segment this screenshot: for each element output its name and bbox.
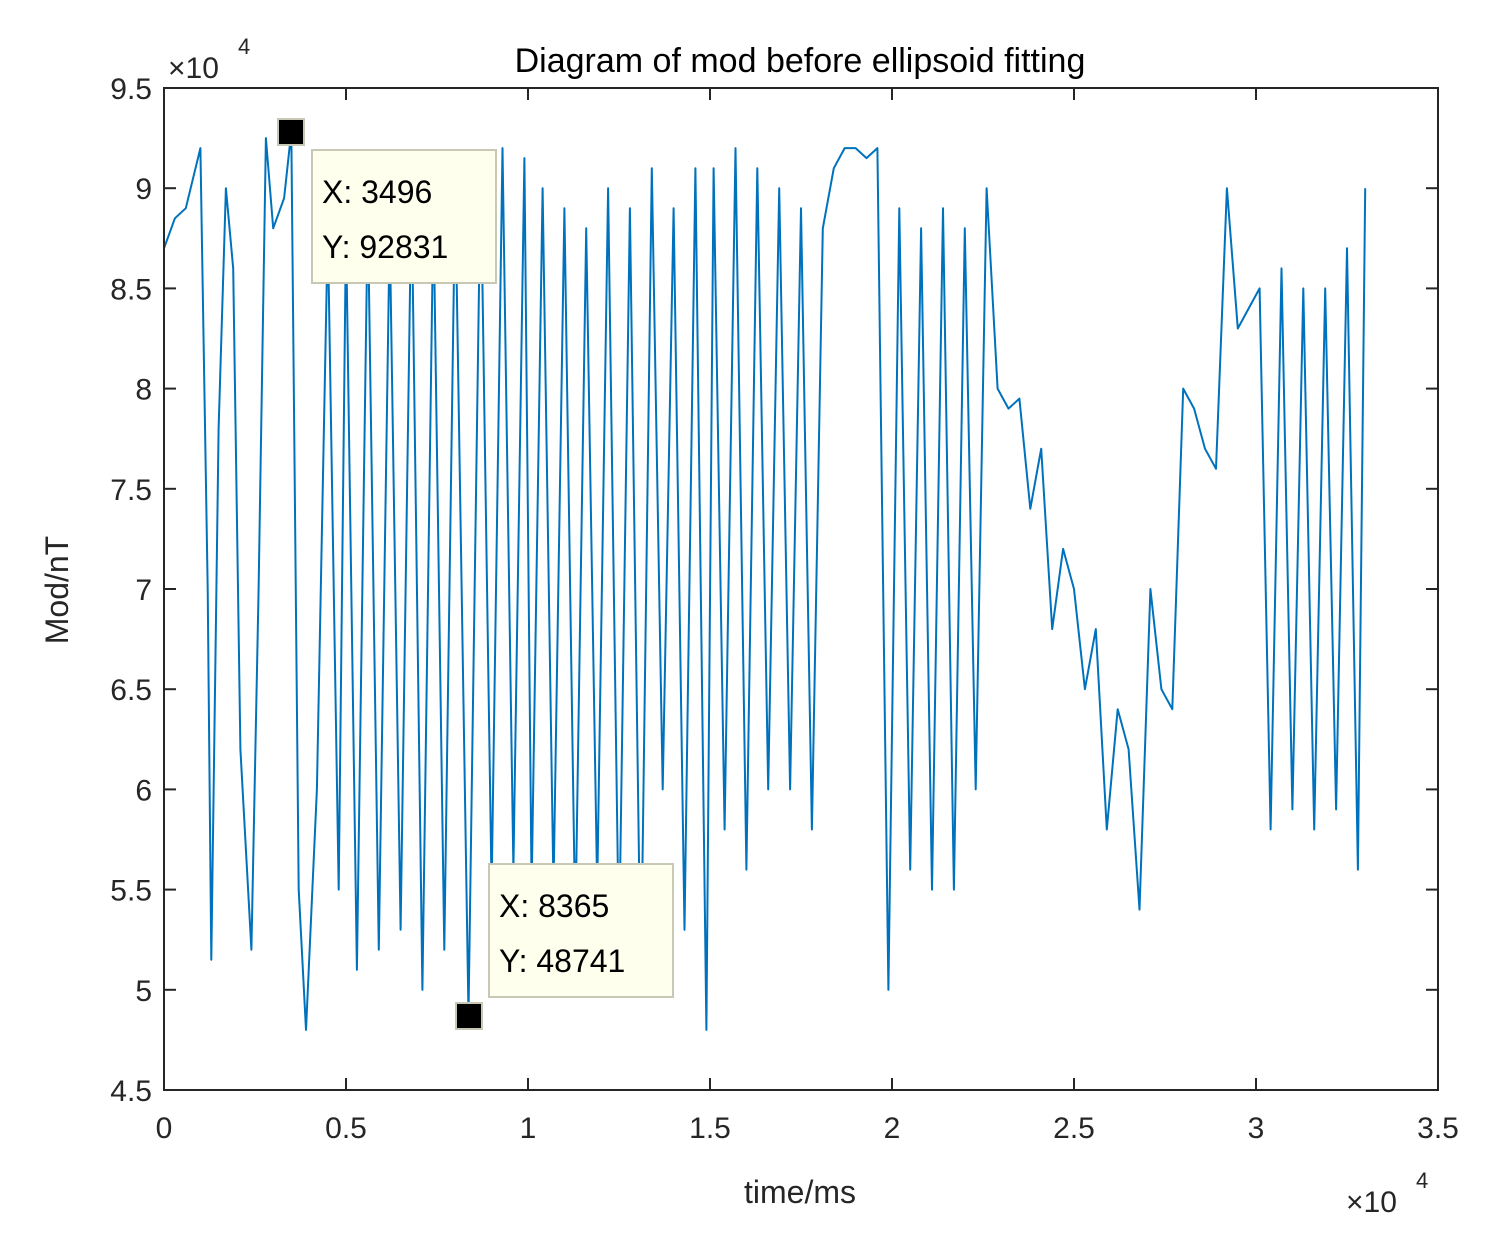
x-tick-label: 0.5 — [325, 1112, 367, 1145]
x-tick-label: 2.5 — [1053, 1112, 1095, 1145]
x-tick-label: 2 — [884, 1112, 901, 1145]
x-axis-label: time/ms — [744, 1174, 856, 1210]
y-tick-label: 6.5 — [110, 674, 152, 707]
y-tick-label: 9 — [135, 173, 152, 206]
y-ticks: 4.5 5 5.5 6 6.5 7 7.5 8 8.5 9 9.5 — [110, 73, 1438, 1108]
y-exponent-base: ×10 — [168, 52, 219, 85]
y-tick-label: 4.5 — [110, 1075, 152, 1108]
datatip-marker-1[interactable] — [277, 118, 305, 146]
datatip-2-y: Y: 48741 — [499, 943, 625, 979]
y-exponent-power: 4 — [238, 34, 250, 59]
datatip-1-y: Y: 92831 — [322, 229, 448, 265]
y-tick-label: 8 — [135, 374, 152, 407]
y-tick-label: 8.5 — [110, 273, 152, 306]
x-exponent-base: ×10 — [1346, 1186, 1397, 1219]
x-tick-label: 1 — [520, 1112, 537, 1145]
y-exponent: ×10 4 — [168, 34, 250, 85]
datatip-1-x: X: 3496 — [322, 174, 432, 210]
datatip-box-1[interactable] — [311, 149, 497, 284]
y-tick-label: 9.5 — [110, 73, 152, 106]
x-exponent: ×10 4 — [1346, 1168, 1428, 1219]
x-tick-label: 3 — [1248, 1112, 1265, 1145]
datatip-2-x: X: 8365 — [499, 888, 609, 924]
y-tick-label: 6 — [135, 774, 152, 807]
y-tick-label: 7 — [135, 574, 152, 607]
chart-title: Diagram of mod before ellipsoid fitting — [515, 42, 1086, 80]
x-tick-label: 3.5 — [1417, 1112, 1459, 1145]
x-tick-label: 0 — [156, 1112, 173, 1145]
y-tick-label: 7.5 — [110, 474, 152, 507]
y-tick-label: 5.5 — [110, 875, 152, 908]
series-line-mod[interactable] — [163, 130, 1367, 1031]
y-axis-label: Mod/nT — [39, 536, 75, 644]
datatips: X: 3496 Y: 92831 X: 8365 Y: 48741 — [277, 118, 674, 1030]
x-ticks: 0 0.5 1 1.5 2 2.5 3 3.5 — [156, 88, 1459, 1145]
datatip-marker-2[interactable] — [455, 1002, 483, 1030]
datatip-box-2[interactable] — [488, 863, 674, 998]
x-tick-label: 1.5 — [689, 1112, 731, 1145]
x-exponent-power: 4 — [1416, 1168, 1428, 1193]
series-group — [163, 130, 1367, 1031]
y-tick-label: 5 — [135, 975, 152, 1008]
